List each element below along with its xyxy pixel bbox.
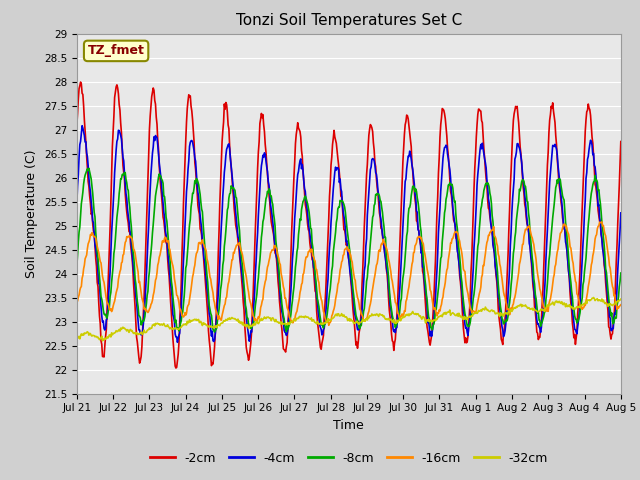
-16cm <box>598 219 605 225</box>
-16cm <box>83 252 90 258</box>
-4cm <box>433 280 440 286</box>
-32cm <box>140 329 147 335</box>
-8cm <box>73 264 81 269</box>
-8cm <box>433 306 440 312</box>
-32cm <box>99 338 106 344</box>
Text: TZ_fmet: TZ_fmet <box>88 44 145 58</box>
-8cm <box>85 166 93 171</box>
Line: -4cm: -4cm <box>77 126 621 342</box>
-32cm <box>431 318 439 324</box>
-16cm <box>431 307 439 313</box>
Legend: -2cm, -4cm, -8cm, -16cm, -32cm: -2cm, -4cm, -8cm, -16cm, -32cm <box>145 447 553 469</box>
-4cm <box>196 204 204 210</box>
-2cm <box>77 79 84 85</box>
-16cm <box>617 302 625 308</box>
-16cm <box>194 247 202 252</box>
-4cm <box>84 154 92 159</box>
-2cm <box>84 165 92 171</box>
Line: -2cm: -2cm <box>77 82 621 368</box>
-2cm <box>140 311 147 317</box>
-8cm <box>617 270 625 276</box>
-2cm <box>73 122 81 128</box>
-32cm <box>195 317 202 323</box>
-2cm <box>417 240 424 246</box>
-8cm <box>211 329 218 335</box>
-16cm <box>416 233 424 239</box>
-4cm <box>224 142 232 148</box>
-32cm <box>416 313 424 319</box>
X-axis label: Time: Time <box>333 419 364 432</box>
Line: -16cm: -16cm <box>77 222 621 325</box>
-8cm <box>224 204 232 210</box>
-32cm <box>589 295 597 300</box>
-8cm <box>195 182 202 188</box>
-4cm <box>78 123 86 129</box>
-16cm <box>223 294 230 300</box>
-4cm <box>173 339 181 345</box>
-32cm <box>223 317 231 323</box>
-4cm <box>73 202 81 207</box>
Title: Tonzi Soil Temperatures Set C: Tonzi Soil Temperatures Set C <box>236 13 462 28</box>
-4cm <box>417 238 424 244</box>
Line: -32cm: -32cm <box>77 298 621 341</box>
-2cm <box>224 122 232 128</box>
Y-axis label: Soil Temperature (C): Soil Temperature (C) <box>25 149 38 278</box>
-16cm <box>73 298 81 304</box>
-2cm <box>617 139 625 144</box>
-32cm <box>617 296 625 302</box>
-2cm <box>196 211 204 217</box>
-2cm <box>172 365 180 371</box>
-32cm <box>73 334 81 339</box>
-32cm <box>83 330 90 336</box>
-8cm <box>83 168 90 174</box>
-2cm <box>433 232 440 238</box>
-8cm <box>417 223 424 229</box>
-4cm <box>140 321 147 326</box>
-4cm <box>617 210 625 216</box>
-16cm <box>139 298 147 303</box>
-16cm <box>325 323 333 328</box>
Line: -8cm: -8cm <box>77 168 621 332</box>
-8cm <box>140 319 147 324</box>
